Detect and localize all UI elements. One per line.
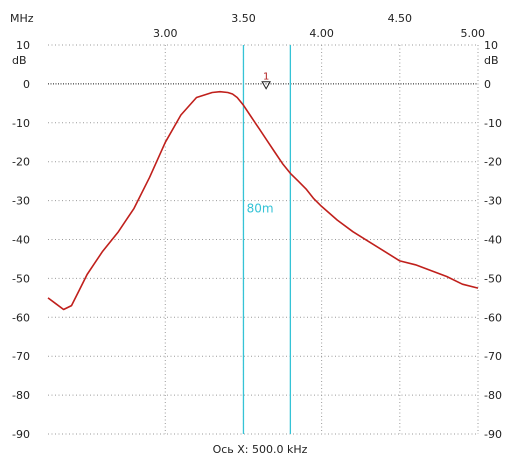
y-tick-label-left: -90: [12, 428, 30, 441]
marker-triangle: [261, 81, 271, 90]
y-tick-label-left: -60: [12, 311, 30, 324]
x-tick-label: 4.00: [309, 27, 334, 40]
y-tick-label-right: -70: [484, 350, 502, 363]
x-tick-label: 5.00: [461, 27, 486, 40]
y-tick-label-right: 10: [484, 39, 498, 52]
y-unit-label-right: dB: [484, 54, 499, 67]
y-tick-label-right: -10: [484, 117, 502, 130]
y-tick-label-right: -20: [484, 156, 502, 169]
y-tick-label-left: -30: [12, 195, 30, 208]
y-tick-label-right: 0: [484, 78, 491, 91]
y-tick-label-right: -30: [484, 195, 502, 208]
y-unit-label-left: dB: [12, 54, 27, 67]
x-tick-label: 4.50: [388, 12, 413, 25]
y-tick-label-left: -50: [12, 272, 30, 285]
y-tick-label-right: -90: [484, 428, 502, 441]
y-tick-label-left: -20: [12, 156, 30, 169]
response-trace: [47, 90, 479, 311]
y-tick-label-left: 10: [16, 39, 30, 52]
x-unit-label: MHz: [10, 12, 34, 25]
y-tick-label-right: -60: [484, 311, 502, 324]
x-tick-label: 3.00: [153, 27, 178, 40]
y-tick-label-right: -40: [484, 234, 502, 247]
band-lines: [242, 45, 292, 434]
y-tick-label-left: 0: [23, 78, 30, 91]
y-tick-label-left: -40: [12, 234, 30, 247]
marker-label: 1: [263, 72, 269, 83]
axis-labels: 10 10 0 0 -10 -10 -20 -20 -30 -30 -40 -40 -50 -50 -60 -…: [12, 12, 502, 441]
x-axis-label: Ось X: 500.0 kHz: [213, 443, 308, 456]
y-tick-label-left: -10: [12, 117, 30, 130]
y-tick-label-right: -50: [484, 272, 502, 285]
band-label: 80m: [247, 201, 274, 215]
plot-area: [47, 81, 479, 311]
y-tick-label-left: -70: [12, 350, 30, 363]
x-tick-label: 3.50: [231, 12, 256, 25]
y-tick-label-right: -80: [484, 389, 502, 402]
y-tick-label-left: -80: [12, 389, 30, 402]
